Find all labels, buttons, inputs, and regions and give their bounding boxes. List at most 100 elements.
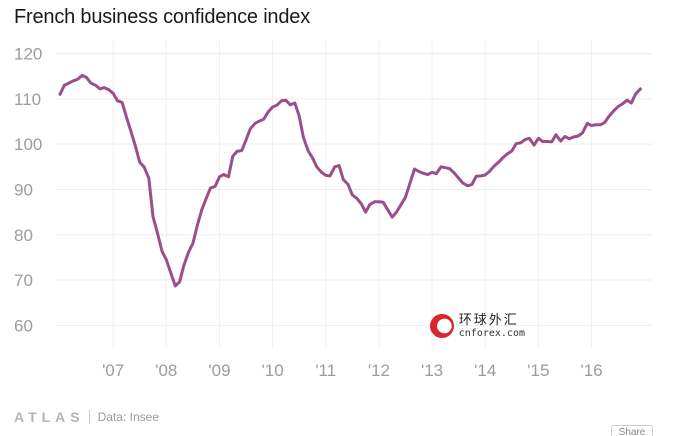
data-point[interactable] [333,165,336,168]
data-point[interactable] [182,264,185,267]
data-point[interactable] [586,122,589,125]
data-point[interactable] [417,170,420,173]
data-point[interactable] [444,166,447,169]
data-point[interactable] [621,102,624,106]
data-point[interactable] [577,134,580,138]
data-point[interactable] [439,165,443,168]
data-point[interactable] [244,138,248,142]
data-point[interactable] [205,197,208,200]
data-point[interactable] [98,87,102,91]
data-point[interactable] [466,184,469,187]
data-point[interactable] [386,209,390,212]
data-point[interactable] [328,174,332,178]
data-point[interactable] [528,137,531,140]
data-point[interactable] [546,140,549,143]
data-point[interactable] [453,172,456,175]
data-point[interactable] [430,171,434,174]
data-point[interactable] [240,149,243,152]
data-point[interactable] [151,215,155,218]
data-point[interactable] [497,161,500,164]
data-point[interactable] [612,109,616,112]
data-point[interactable] [337,164,341,167]
data-point[interactable] [382,201,385,204]
data-point[interactable] [599,123,602,126]
data-point[interactable] [222,173,225,176]
data-point[interactable] [373,200,376,203]
data-point[interactable] [85,76,88,79]
data-point[interactable] [404,196,407,199]
data-point[interactable] [200,208,204,211]
data-point[interactable] [209,186,212,190]
data-point[interactable] [457,176,460,180]
data-point[interactable] [214,185,217,188]
data-point[interactable] [267,110,270,113]
data-point[interactable] [391,215,394,219]
data-point[interactable] [510,149,513,153]
data-point[interactable] [107,88,111,92]
data-point[interactable] [470,183,474,186]
data-point[interactable] [94,84,97,87]
data-point[interactable] [435,172,438,175]
data-point[interactable] [488,170,491,173]
data-point[interactable] [121,101,124,104]
data-point[interactable] [630,101,633,105]
data-point[interactable] [129,129,132,132]
atlas-logo[interactable]: ATLAS [14,409,85,425]
data-point[interactable] [178,280,181,284]
data-point[interactable] [572,135,576,139]
data-point[interactable] [368,203,372,206]
data-point[interactable] [298,114,301,118]
data-point[interactable] [426,173,429,176]
data-point[interactable] [125,115,128,119]
data-point[interactable] [147,176,150,180]
data-point[interactable] [563,135,567,138]
data-point[interactable] [493,164,496,168]
data-point[interactable] [554,133,558,136]
data-point[interactable] [134,145,137,148]
data-point[interactable] [165,258,168,261]
data-point[interactable] [421,172,425,175]
data-point[interactable] [275,104,279,107]
data-point[interactable] [169,271,172,274]
data-point[interactable] [138,161,141,164]
data-point[interactable] [289,103,292,107]
data-point[interactable] [76,78,79,81]
data-point[interactable] [231,155,234,158]
data-point[interactable] [258,119,261,123]
data-point[interactable] [81,74,84,77]
data-point[interactable] [639,87,642,91]
data-point[interactable] [342,178,345,181]
data-point[interactable] [346,183,350,186]
data-point[interactable] [320,171,323,174]
data-point[interactable] [195,225,199,228]
data-point[interactable] [89,81,93,85]
data-point[interactable] [479,174,483,178]
data-point[interactable] [514,142,518,145]
data-point[interactable] [351,193,354,197]
data-point[interactable] [475,175,478,178]
data-point[interactable] [262,118,265,121]
data-point[interactable] [532,143,536,147]
data-point[interactable] [364,210,367,214]
data-point[interactable] [72,79,75,83]
data-point[interactable] [187,250,190,254]
data-point[interactable] [311,156,314,159]
data-point[interactable] [413,167,416,171]
data-point[interactable] [102,86,106,89]
data-point[interactable] [607,114,611,118]
data-point[interactable] [568,137,571,140]
data-point[interactable] [541,140,544,143]
data-point[interactable] [112,92,115,95]
data-point[interactable] [634,92,637,96]
data-point[interactable] [506,152,509,155]
data-point[interactable] [408,182,411,186]
data-point[interactable] [355,196,358,200]
data-point[interactable] [581,131,584,135]
data-point[interactable] [616,105,620,108]
data-point[interactable] [116,99,119,102]
data-point[interactable] [160,250,164,253]
data-point[interactable] [284,99,288,102]
data-point[interactable] [484,173,487,177]
data-point[interactable] [360,202,363,206]
data-point[interactable] [227,175,230,178]
